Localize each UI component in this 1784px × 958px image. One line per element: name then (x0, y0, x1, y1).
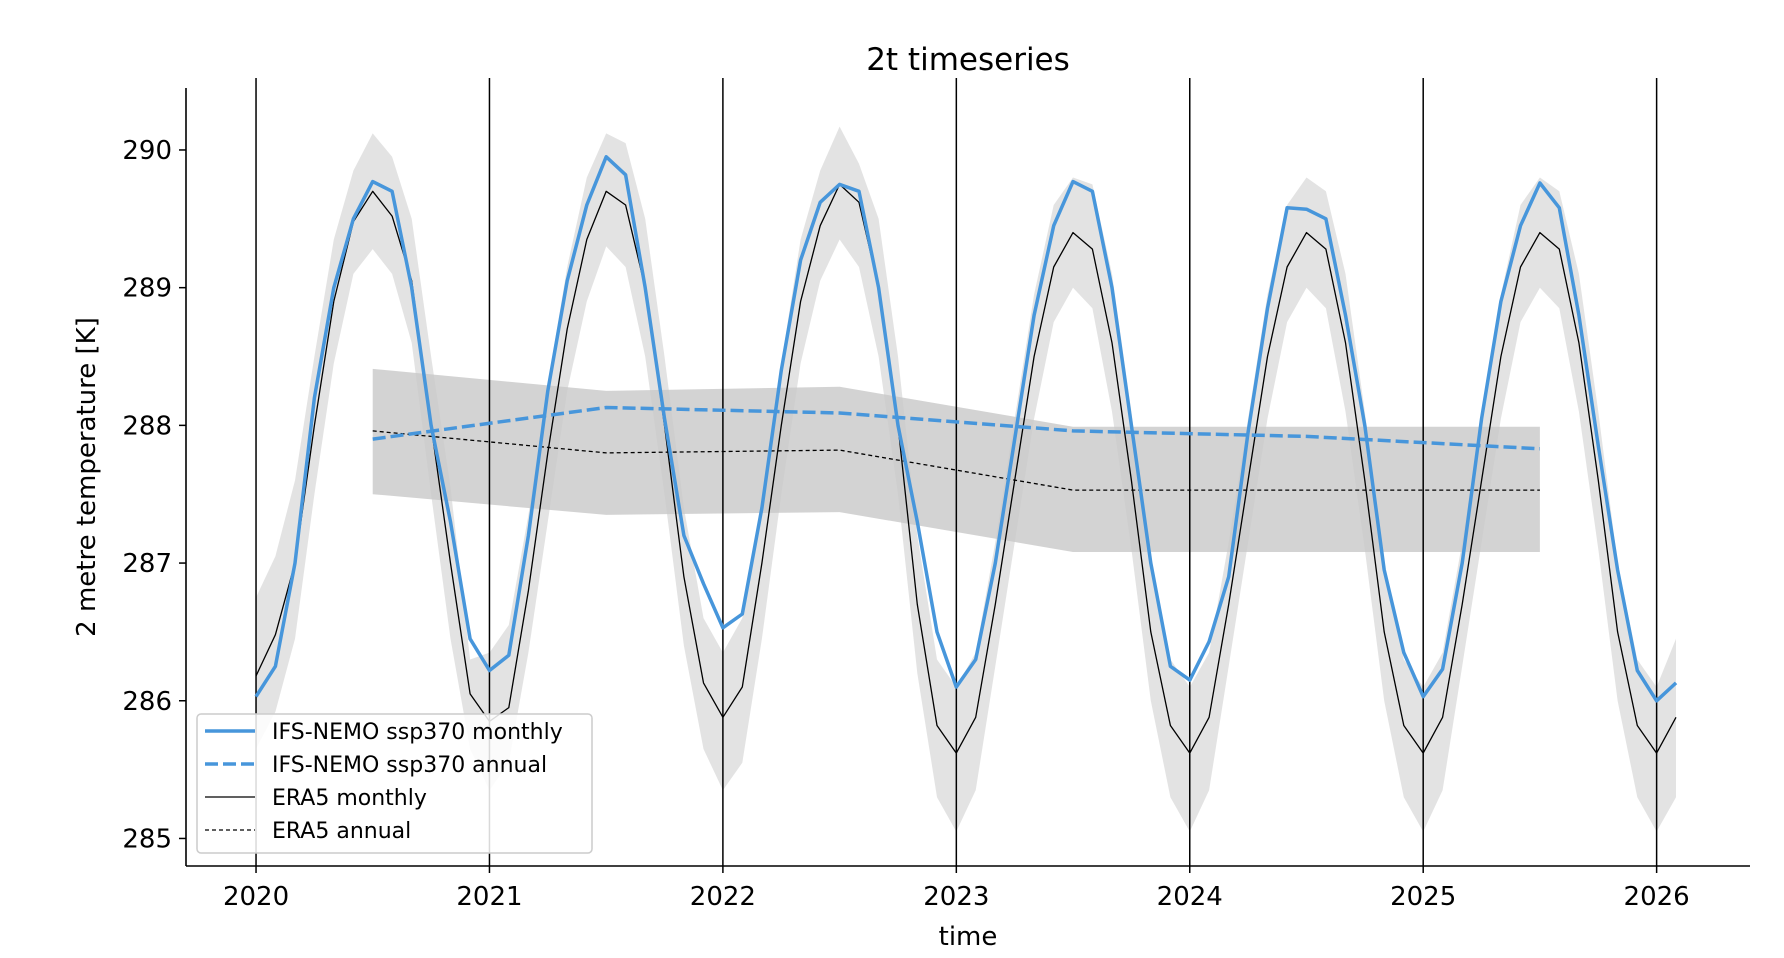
x-tick-label: 2025 (1390, 882, 1456, 912)
axes (185, 88, 1750, 867)
y-tick-label: 289 (122, 274, 172, 304)
legend-entry: ERA5 annual (205, 819, 411, 844)
x-tick-label: 2023 (923, 882, 989, 912)
y-tick-label: 286 (122, 687, 172, 717)
y-tick-label: 285 (122, 824, 172, 854)
x-tick-label: 2022 (690, 882, 756, 912)
ifs-monthly-line (254, 155, 1678, 703)
legend-label: ERA5 monthly (272, 786, 427, 811)
monthly-band (256, 126, 1676, 832)
legend-label: IFS-NEMO ssp370 monthly (272, 720, 563, 745)
ifs-annual-line (372, 405, 1540, 451)
x-axis-label: time (939, 922, 998, 952)
y-tick-label: 290 (122, 136, 172, 166)
legend-entry: IFS-NEMO ssp370 annual (205, 753, 547, 778)
legend: IFS-NEMO ssp370 monthly IFS-NEMO ssp370 … (196, 713, 593, 854)
y-axis-label: 2 metre temperature [K] (72, 317, 102, 637)
chart-title: 2t timeseries (866, 42, 1070, 78)
x-tick-label: 2020 (223, 882, 289, 912)
y-tick-label: 287 (122, 549, 172, 579)
x-tick-label: 2024 (1157, 882, 1223, 912)
legend-label: IFS-NEMO ssp370 annual (272, 753, 547, 778)
legend-entry: ERA5 monthly (205, 786, 427, 811)
x-tick-label: 2026 (1624, 882, 1690, 912)
legend-entry: IFS-NEMO ssp370 monthly (205, 720, 563, 745)
x-tick-label: 2021 (456, 882, 522, 912)
legend-box (196, 713, 593, 854)
y-tick-label: 288 (122, 411, 172, 441)
tick-labels: 2020 2021 2022 2023 2024 2025 2026 285 286 287 288… (122, 136, 1689, 912)
legend-label: ERA5 annual (272, 819, 411, 844)
